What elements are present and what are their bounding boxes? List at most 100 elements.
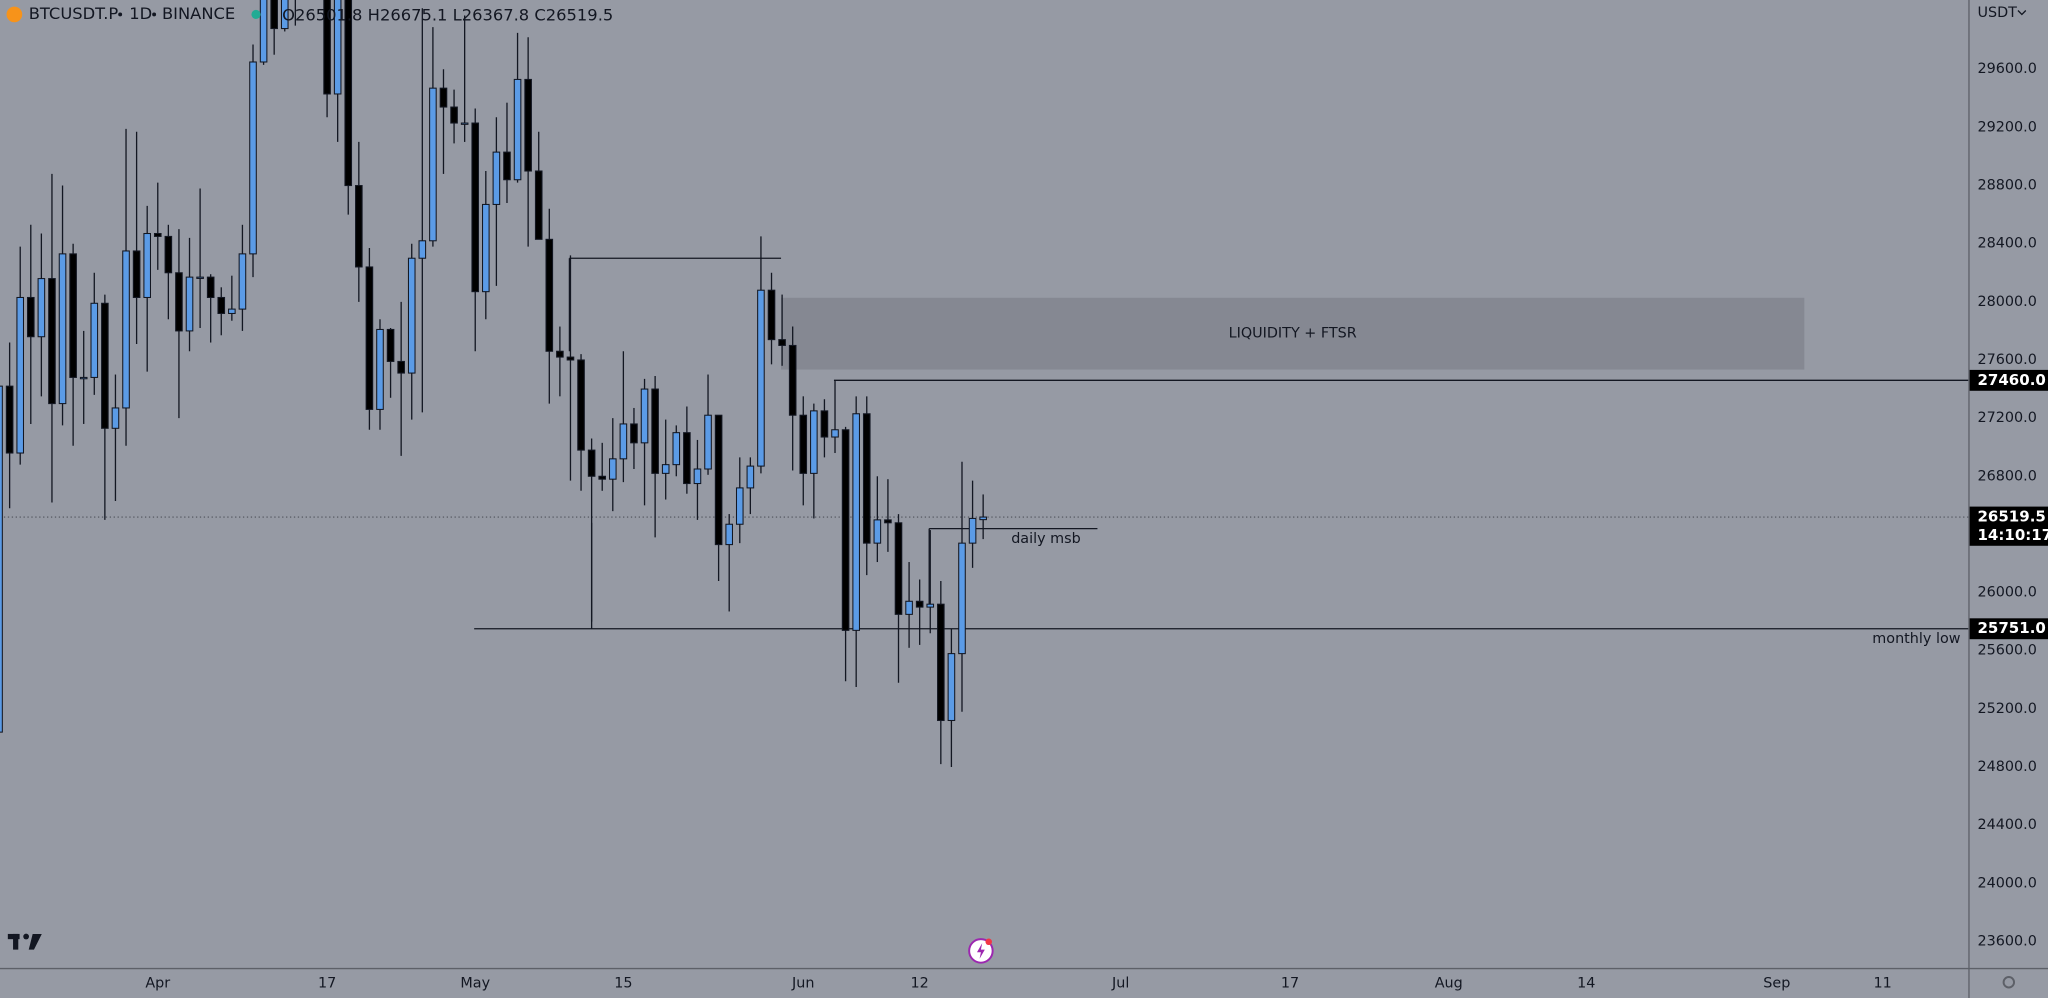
candle-body bbox=[884, 519, 892, 524]
candle-body bbox=[5, 385, 14, 454]
candle-body bbox=[862, 413, 871, 544]
y-tick-label: 28400.0 bbox=[1977, 236, 2036, 252]
candle-body bbox=[238, 253, 247, 310]
liquidity-zone bbox=[781, 297, 1805, 370]
candle-body bbox=[175, 272, 183, 332]
candle-body bbox=[926, 603, 935, 608]
candle-body bbox=[979, 516, 987, 521]
candle-body bbox=[386, 328, 395, 362]
candle-body bbox=[566, 356, 575, 361]
candle-body bbox=[545, 238, 554, 352]
ohlc-label: C bbox=[534, 5, 545, 24]
alert-icon bbox=[976, 943, 985, 959]
candle-body bbox=[534, 170, 543, 240]
plot-area: LIQUIDITY + FTSR monthly low daily msb bbox=[0, 0, 1969, 768]
price-badge-label: 27460.0 bbox=[1977, 371, 2045, 389]
candle-body bbox=[344, 0, 353, 187]
x-tick-label: 11 bbox=[1873, 976, 1891, 992]
candle-body bbox=[249, 61, 257, 255]
currency-caret[interactable] bbox=[2017, 10, 2027, 16]
candle-body bbox=[90, 302, 99, 378]
ohlc-value: 26501.8 bbox=[295, 5, 362, 24]
y-tick-label: 28800.0 bbox=[1977, 178, 2036, 194]
ohlc-value: 26519.5 bbox=[546, 5, 613, 24]
settings-button[interactable] bbox=[2002, 976, 2016, 989]
x-tick-label: Aug bbox=[1435, 976, 1463, 992]
candle-body bbox=[778, 339, 786, 346]
candle-body bbox=[841, 429, 850, 631]
logo-part bbox=[13, 933, 19, 950]
annotation: daily msb bbox=[1011, 531, 1081, 547]
candle-body bbox=[587, 449, 596, 477]
candle-body bbox=[661, 464, 670, 474]
logo-part bbox=[23, 933, 29, 940]
candle-body bbox=[323, 0, 331, 95]
x-tick-label: 17 bbox=[318, 976, 336, 992]
y-tick-label: 24800.0 bbox=[1977, 759, 2036, 775]
ohlc-label: H bbox=[368, 5, 380, 24]
candle-body bbox=[111, 407, 120, 429]
symbol: BTCUSDT.P bbox=[29, 4, 119, 23]
candle-body bbox=[58, 253, 67, 405]
candle-body bbox=[418, 240, 427, 259]
price-badge-label: 25751.0 bbox=[1977, 619, 2045, 637]
candle-body bbox=[683, 432, 691, 485]
y-tick-label: 25200.0 bbox=[1977, 701, 2036, 717]
candle-body bbox=[471, 122, 480, 293]
candle-body bbox=[407, 257, 416, 374]
candle-body bbox=[799, 414, 808, 474]
candle-body bbox=[757, 289, 765, 467]
x-tick-label: 12 bbox=[911, 976, 929, 992]
candle-body bbox=[746, 465, 755, 489]
candle-body bbox=[693, 468, 702, 485]
candle-body bbox=[503, 151, 511, 181]
candle-body bbox=[460, 122, 469, 125]
y-tick-label: 24400.0 bbox=[1977, 817, 2036, 833]
last-price-label: 26519.5 bbox=[1977, 508, 2045, 526]
candle-body bbox=[439, 87, 448, 108]
y-tick-label: 27600.0 bbox=[1977, 352, 2036, 368]
candle-body bbox=[37, 278, 46, 338]
y-tick-label: 23600.0 bbox=[1977, 933, 2036, 949]
candle-body bbox=[450, 106, 458, 124]
x-tick-label: 14 bbox=[1577, 976, 1595, 992]
price-badge bbox=[1969, 506, 2048, 546]
candle-body bbox=[164, 235, 173, 274]
candle-body bbox=[482, 203, 490, 293]
candle-body bbox=[852, 413, 860, 631]
candle-body bbox=[185, 276, 194, 332]
candle-body bbox=[376, 328, 384, 410]
candle-body bbox=[196, 276, 204, 279]
currency[interactable]: USDT bbox=[1977, 5, 2017, 21]
ohlc-value: 26367.8 bbox=[462, 5, 529, 24]
candle-body bbox=[153, 232, 162, 237]
y-tick-label: 28000.0 bbox=[1977, 294, 2036, 310]
candle-body bbox=[958, 542, 966, 655]
candle-body bbox=[915, 600, 924, 608]
ohlc-label: L bbox=[453, 5, 462, 24]
candle-body bbox=[513, 78, 522, 181]
annotation: monthly low bbox=[1872, 631, 1960, 647]
logo bbox=[7, 933, 42, 950]
y-tick-label: 26000.0 bbox=[1977, 585, 2036, 601]
ohlc-value: 26675.1 bbox=[380, 5, 447, 24]
candle-body bbox=[48, 278, 56, 405]
candle-body bbox=[831, 429, 839, 438]
separator bbox=[152, 12, 157, 17]
candle-body bbox=[725, 523, 733, 546]
exchange: BINANCE bbox=[162, 4, 235, 23]
candle-body bbox=[672, 432, 681, 466]
candle-body bbox=[69, 253, 77, 378]
y-tick-label: 27200.0 bbox=[1977, 410, 2036, 426]
x-tick-label: 15 bbox=[614, 976, 632, 992]
separator bbox=[118, 12, 123, 17]
candle-body bbox=[270, 0, 278, 30]
price-badge bbox=[1969, 369, 2048, 391]
market-status[interactable] bbox=[251, 9, 261, 19]
candle-body bbox=[492, 151, 501, 205]
interval: 1D bbox=[129, 4, 152, 23]
candle-body bbox=[79, 376, 88, 380]
candle-body bbox=[873, 519, 882, 544]
